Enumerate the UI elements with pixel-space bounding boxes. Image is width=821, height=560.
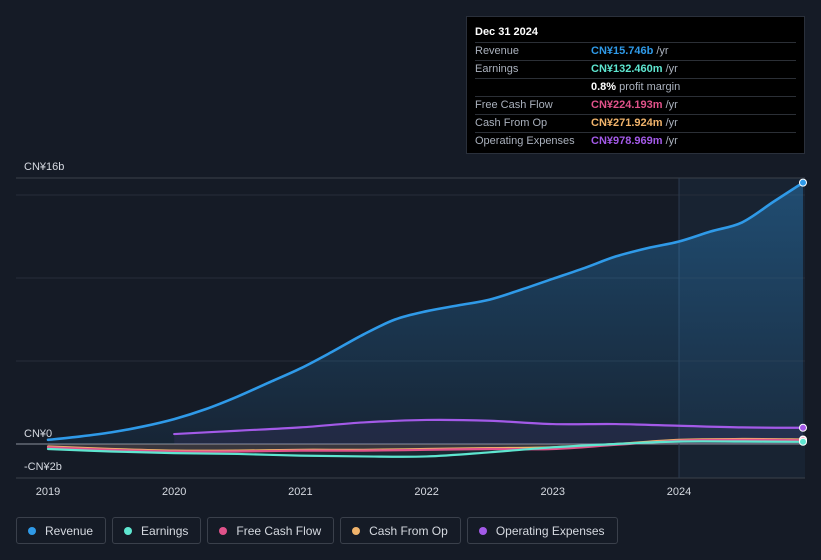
x-tick-label: 2019 [36,486,60,498]
tooltip: Dec 31 2024 Revenue CN¥15.746b /yr Earni… [466,16,805,154]
legend-item-free-cash-flow[interactable]: Free Cash Flow [207,517,335,544]
tooltip-unit: /yr [665,117,678,129]
legend-dot-icon [28,526,36,535]
x-axis: 2019 2020 2021 2022 2023 2024 [36,486,691,498]
tooltip-value: CN¥132.460m [591,63,663,75]
revenue-area-fill [48,182,803,444]
legend-dot-icon [219,526,228,535]
tooltip-label: Earnings [475,63,519,75]
y-tick-label: CN¥0 [24,428,52,440]
tooltip-row-cash-from-op: Cash From Op CN¥271.924m /yr [475,115,796,133]
tooltip-value: CN¥978.969m [591,135,663,147]
tooltip-label: Cash From Op [475,117,548,129]
tooltip-unit: /yr [665,135,678,147]
tooltip-row-free-cash-flow: Free Cash Flow CN¥224.193m /yr [475,97,796,115]
tooltip-label: Free Cash Flow [475,99,553,111]
end-marker-operating-expenses [799,423,807,432]
tooltip-row-earnings: Earnings CN¥132.460m /yr [475,61,796,79]
tooltip-label: Revenue [475,45,520,57]
legend-item-earnings[interactable]: Earnings [112,517,202,544]
x-tick-label: 2020 [162,486,186,498]
tooltip-label [475,79,591,96]
tooltip-date: Dec 31 2024 [475,24,796,43]
legend-dot-icon [124,526,133,535]
end-markers [799,178,807,446]
series-lines [46,181,805,458]
series-line-earnings [46,440,805,458]
tooltip-unit: /yr [665,99,678,111]
legend-label: Operating Expenses [495,523,605,538]
legend: Revenue Earnings Free Cash Flow Cash Fro… [16,517,618,544]
legend-item-operating-expenses[interactable]: Operating Expenses [466,517,618,544]
legend-item-revenue[interactable]: Revenue [16,517,107,544]
legend-label: Free Cash Flow [236,523,322,538]
tooltip-value: 0.8% [591,81,617,93]
series-line-operating-expenses [173,418,805,436]
legend-label: Cash From Op [369,523,448,538]
legend-item-cash-from-op[interactable]: Cash From Op [340,517,461,544]
y-tick-label: CN¥16b [24,161,64,173]
tooltip-unit: /yr [665,63,678,75]
series-line-revenue [46,181,805,442]
series-area-free-cash-flow [48,439,803,452]
legend-dot-icon [352,526,361,535]
tooltip-label: Operating Expenses [475,135,575,147]
end-marker-earnings [799,437,807,446]
y-tick-label: -CN¥2b [24,461,62,473]
series-area-cash-from-op [48,439,803,451]
end-marker-revenue [799,178,807,187]
y-axis: CN¥16b CN¥0 -CN¥2b [24,161,64,473]
legend-label: Earnings [141,523,189,538]
x-tick-label: 2022 [414,486,438,498]
tooltip-row-revenue: Revenue CN¥15.746b /yr [475,43,796,61]
legend-label: Revenue [45,523,94,538]
tooltip-value: CN¥271.924m [591,117,663,129]
x-tick-label: 2024 [667,486,691,498]
tooltip-value: CN¥15.746b [591,45,654,57]
tooltip-unit: /yr [656,45,669,57]
tooltip-unit: profit margin [619,81,681,93]
tooltip-row-profit-margin: 0.8% profit margin [475,79,796,97]
legend-dot-icon [478,526,487,535]
tooltip-row-operating-expenses: Operating Expenses CN¥978.969m /yr [475,133,796,150]
x-tick-label: 2021 [288,486,312,498]
x-tick-label: 2023 [541,486,565,498]
tooltip-value: CN¥224.193m [591,99,663,111]
